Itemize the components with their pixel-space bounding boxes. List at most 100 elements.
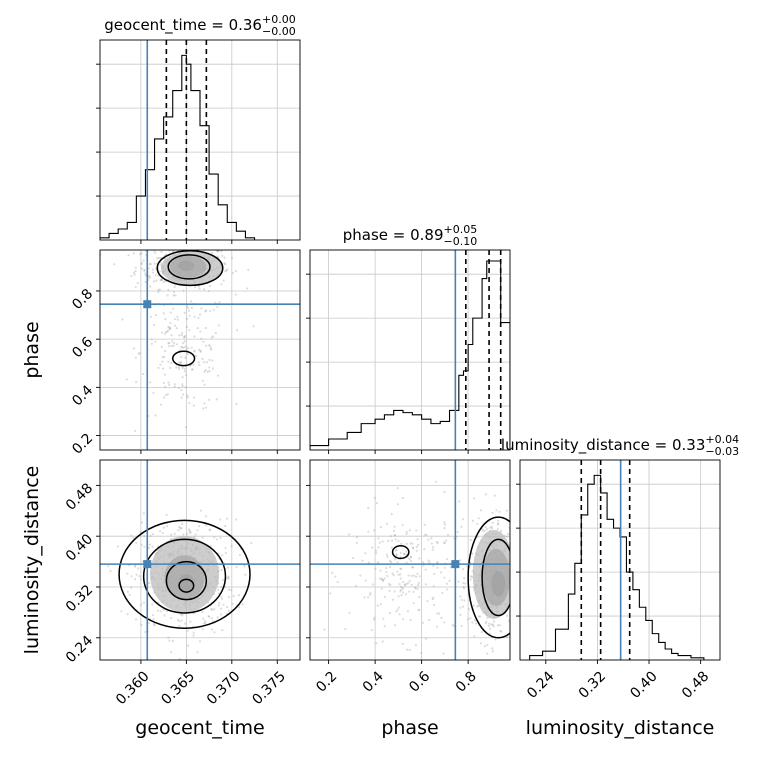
sample-point xyxy=(181,366,184,369)
sample-point xyxy=(408,580,411,583)
sample-point xyxy=(418,557,421,560)
sample-point xyxy=(167,329,170,332)
sample-point xyxy=(462,586,466,590)
sample-point xyxy=(402,552,406,555)
sample-point xyxy=(432,596,435,599)
sample-point xyxy=(204,369,207,372)
sample-point xyxy=(132,252,136,255)
sample-point xyxy=(462,605,465,608)
sample-point xyxy=(220,254,224,257)
sample-point xyxy=(438,612,441,615)
sample-point xyxy=(408,590,411,593)
sample-point xyxy=(208,309,212,313)
sample-point xyxy=(383,577,386,580)
sample-point xyxy=(410,574,413,577)
sample-point xyxy=(344,628,347,631)
sample-point xyxy=(396,503,399,506)
sample-point xyxy=(125,378,128,381)
sample-point xyxy=(139,252,142,256)
histogram-bin xyxy=(568,594,574,660)
histogram-bin xyxy=(227,222,236,240)
sample-point xyxy=(139,578,143,581)
sample-point xyxy=(149,285,152,288)
sample-point xyxy=(174,294,177,297)
sample-point xyxy=(418,608,421,611)
sample-point xyxy=(151,545,154,548)
panel-frame xyxy=(519,459,721,661)
histogram-bin xyxy=(361,424,375,450)
sample-point xyxy=(186,353,189,356)
y-tick-label: 0.48 xyxy=(63,480,96,513)
contour-line xyxy=(178,578,195,593)
sample-point xyxy=(379,526,383,529)
sample-point xyxy=(210,251,214,255)
contour-line xyxy=(391,544,410,560)
sample-point xyxy=(133,273,136,276)
sample-point xyxy=(134,618,138,621)
sample-point xyxy=(380,578,384,581)
sample-point xyxy=(173,532,176,535)
sample-point xyxy=(479,642,482,645)
sample-point xyxy=(210,628,214,631)
scatter-panel-luminosity_distance-vs-phase xyxy=(306,459,523,664)
sample-point xyxy=(189,620,192,623)
sample-point xyxy=(496,519,500,522)
sample-point xyxy=(154,414,157,417)
sample-point xyxy=(225,517,229,520)
sample-point xyxy=(159,610,162,613)
sample-point xyxy=(396,570,399,573)
histogram-bin xyxy=(459,375,464,450)
sample-point xyxy=(486,643,489,647)
sample-point xyxy=(227,588,231,591)
sample-point xyxy=(465,565,469,568)
sample-point xyxy=(165,393,168,397)
sample-point xyxy=(151,613,155,617)
sample-point xyxy=(188,314,191,317)
sample-point xyxy=(494,638,497,641)
x-tick-label: 0.375 xyxy=(249,668,289,708)
sample-point xyxy=(199,349,202,352)
sample-point xyxy=(167,636,170,639)
sample-point xyxy=(388,589,391,592)
sample-point xyxy=(220,597,224,601)
sample-point xyxy=(445,588,449,591)
sample-point xyxy=(393,590,396,593)
sample-point xyxy=(521,590,523,592)
histogram-panel-phase: phase = 0.89+0.05 −0.10 xyxy=(306,223,511,454)
sample-point xyxy=(471,519,475,522)
sample-point xyxy=(156,257,159,260)
sample-point xyxy=(483,529,486,532)
sample-point xyxy=(443,527,446,530)
sample-point xyxy=(414,587,417,590)
sample-point xyxy=(385,522,389,525)
sample-point xyxy=(198,363,201,367)
histogram-bin xyxy=(594,475,600,660)
sample-point xyxy=(227,596,231,599)
sample-point xyxy=(410,583,413,587)
sample-point xyxy=(168,341,171,345)
sample-point xyxy=(214,301,217,304)
sample-point xyxy=(177,386,181,390)
sample-point xyxy=(485,620,488,623)
y-axis-label: luminosity_distance xyxy=(21,466,43,655)
sample-point xyxy=(456,530,459,534)
sample-point xyxy=(165,610,169,613)
sample-point xyxy=(221,629,224,632)
y-tick-label: 0.2 xyxy=(69,431,96,458)
scatter-body xyxy=(100,460,300,660)
sample-point xyxy=(196,651,199,654)
sample-point xyxy=(406,610,410,613)
sample-point xyxy=(433,572,436,576)
sample-point xyxy=(241,603,244,606)
sample-point xyxy=(234,518,238,521)
sample-point xyxy=(466,618,469,621)
sample-point xyxy=(386,574,389,578)
sample-point xyxy=(511,599,513,601)
sample-point xyxy=(208,615,211,618)
sample-point xyxy=(388,565,392,568)
density-blob xyxy=(150,536,220,613)
sample-point xyxy=(481,527,484,531)
title-value: 0.89 xyxy=(410,226,443,244)
histogram-bin xyxy=(607,519,613,660)
sample-point xyxy=(440,616,443,620)
